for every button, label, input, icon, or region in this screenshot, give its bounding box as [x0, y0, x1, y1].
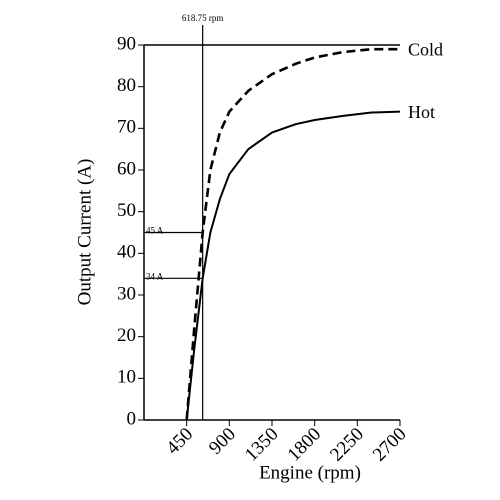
x-tick-label: 1350	[241, 424, 283, 466]
x-tick-label: 900	[205, 424, 240, 459]
series-label: Hot	[408, 102, 435, 122]
y-tick-label: 50	[117, 200, 136, 221]
x-tick-label: 2250	[326, 424, 368, 466]
x-tick-label: 1800	[284, 424, 326, 466]
annotation-label: 45 A	[146, 226, 164, 236]
annotation-label: 34 A	[146, 271, 164, 281]
y-tick-label: 90	[117, 33, 136, 54]
y-tick-label: 70	[117, 117, 136, 138]
series-label: Cold	[408, 39, 443, 59]
y-tick-label: 30	[117, 283, 136, 304]
y-tick-label: 60	[117, 158, 136, 179]
series-line	[185, 110, 401, 421]
y-tick-label: 40	[117, 242, 136, 263]
series-line	[185, 47, 400, 421]
annotation-label: 618.75 rpm	[182, 13, 224, 23]
x-tick-label: 2700	[369, 424, 411, 466]
y-tick-label: 0	[127, 408, 137, 429]
y-axis-title: Output Current (A)	[74, 159, 95, 306]
y-tick-label: 10	[117, 367, 136, 388]
y-tick-label: 20	[117, 325, 136, 346]
y-tick-label: 80	[117, 75, 136, 96]
x-tick-label: 450	[162, 424, 197, 459]
x-axis-title: Engine (rpm)	[259, 462, 361, 483]
